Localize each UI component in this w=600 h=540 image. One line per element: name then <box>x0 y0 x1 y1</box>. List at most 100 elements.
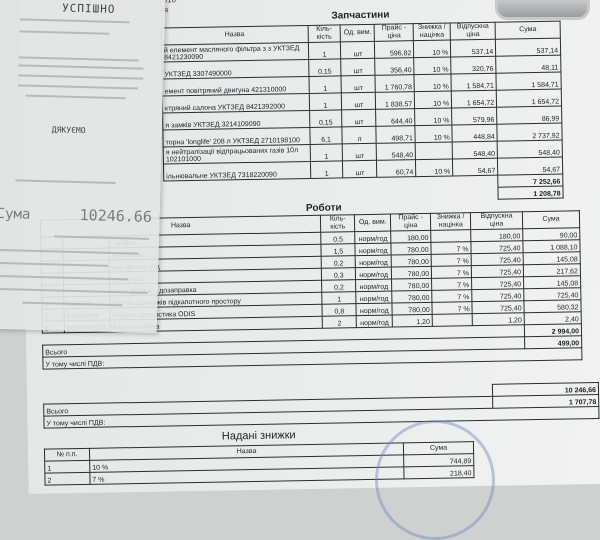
table-cell: шт <box>340 41 376 59</box>
table-cell: 537,14 <box>450 39 496 57</box>
column-header: Знижка / націнка <box>413 22 451 41</box>
table-cell: 10 % <box>414 107 453 126</box>
table-cell: 780,00 <box>391 242 432 256</box>
table-cell: 780,00 <box>392 302 433 316</box>
receipt-line <box>25 94 126 100</box>
table-cell: 780,00 <box>391 290 433 304</box>
table-cell: 1 <box>308 92 342 111</box>
table-cell <box>430 229 471 243</box>
table-cell: шт <box>341 75 376 93</box>
column-header: Прайс - ціна <box>374 23 414 42</box>
parts-vat: 1 208,78 <box>498 186 564 200</box>
column-header: Знижка / націнка <box>430 212 471 231</box>
table-cell: 0,2 <box>321 255 356 269</box>
table-cell: 448,84 <box>452 124 498 142</box>
car-key <box>495 0 590 20</box>
table-cell: 1 088,10 <box>522 239 581 253</box>
table-cell: 10 % <box>415 158 453 177</box>
receipt-line <box>54 235 150 240</box>
column-header: Відпускна ціна <box>470 211 523 230</box>
column-header: Кіль-кість <box>307 24 341 43</box>
table-cell: 1,20 <box>472 312 525 326</box>
table-cell: 356,40 <box>375 57 415 76</box>
column-header: № п.п. <box>44 448 90 462</box>
table-cell: 0,15 <box>309 109 343 128</box>
receipt-line <box>0 261 109 267</box>
table-cell: 6,1 <box>309 126 343 145</box>
table-cell: 1 838,57 <box>375 91 415 110</box>
table-cell: 217,62 <box>523 263 581 277</box>
table-cell: 48,11 <box>495 55 561 74</box>
works-vat: 499,00 <box>524 335 582 349</box>
column-header: Од. вим. <box>354 214 391 232</box>
table-cell: 1 654,72 <box>496 89 562 108</box>
table-cell: 1 760,78 <box>375 74 415 93</box>
grand-total-table: 10 246,66 Всього 1 707,78 У тому числі ПД… <box>43 382 600 429</box>
table-cell: 725,40 <box>471 264 524 278</box>
table-cell: 7 % <box>431 289 473 303</box>
column-header: Відпускна ціна <box>450 22 496 40</box>
table-cell: 1 654,72 <box>451 90 497 108</box>
table-cell: 780,00 <box>391 266 432 280</box>
table-cell: 498,71 <box>376 125 416 144</box>
receipt-line <box>19 18 130 24</box>
table-cell: норм/год <box>355 243 392 256</box>
table-cell: 780,00 <box>391 254 432 268</box>
table-cell: 2 <box>44 472 90 486</box>
table-cell: 725,40 <box>471 252 524 266</box>
table-cell: 579,96 <box>451 107 498 125</box>
column-header: Прайс - ціна <box>390 213 431 232</box>
table-cell: 1,20 <box>392 314 433 328</box>
table-cell: 320,76 <box>450 56 497 74</box>
column-header: Сума <box>522 210 580 229</box>
table-cell: 725,40 <box>470 240 524 254</box>
table-cell: 1 <box>308 75 342 94</box>
table-cell: 2,40 <box>524 311 582 325</box>
table-cell: л <box>342 126 377 144</box>
table-cell: 54,67 <box>497 157 563 176</box>
receipt-thanks: ДЯКУЄМО <box>51 125 86 136</box>
table-cell: 0,8 <box>322 303 357 317</box>
table-cell: норм/год <box>354 231 392 244</box>
table-cell: 180,00 <box>470 228 523 242</box>
table-cell: 1 584,71 <box>451 73 497 91</box>
table-cell: шт <box>341 92 376 110</box>
stamp-seal <box>375 420 495 540</box>
receipt-line <box>19 30 110 35</box>
table-cell: емент повітряний двигуна 421310000 <box>162 76 309 97</box>
receipt-line <box>15 179 116 184</box>
table-cell: шт <box>342 160 378 178</box>
receipt-sum-label: Сума <box>0 205 31 223</box>
table-cell: норм/год <box>355 255 392 268</box>
table-cell: 537,14 <box>495 38 561 57</box>
table-cell: 10 % <box>414 90 452 109</box>
table-cell: 0,15 <box>308 58 342 77</box>
table-cell: 7 % <box>431 253 472 267</box>
table-cell: 548,40 <box>452 141 498 159</box>
table-cell <box>415 141 453 160</box>
table-cell: 180,00 <box>390 230 432 244</box>
table-cell: 145,08 <box>523 275 581 289</box>
table-cell: 86,99 <box>496 106 562 125</box>
table-cell: 7 % <box>431 265 472 279</box>
receipt-line <box>0 274 129 281</box>
receipt-line <box>0 248 139 255</box>
table-cell: 780,00 <box>391 278 432 292</box>
table-cell: 1 <box>307 41 342 60</box>
table-cell: 644,40 <box>375 108 416 127</box>
receipt-line <box>17 84 139 90</box>
table-cell: норм/год <box>356 315 393 328</box>
table-cell: шт <box>341 109 377 127</box>
grand-total-value: 10 246,66 <box>492 382 599 397</box>
table-cell: торна 'longlife' 208 л УКТЗЕД 2710198100 <box>162 127 310 148</box>
table-cell: 10 % <box>415 124 453 143</box>
table-cell: 0,5 <box>321 231 356 245</box>
receipt-line <box>18 64 144 70</box>
receipt-line <box>18 74 144 80</box>
table-cell: 1 584,71 <box>496 72 562 91</box>
table-cell: 596,82 <box>374 40 414 59</box>
table-cell: шт <box>341 58 376 76</box>
table-cell: 725,40 <box>471 276 524 290</box>
parts-total: 7 252,66 <box>497 174 563 188</box>
table-cell: 7 % <box>431 241 472 255</box>
